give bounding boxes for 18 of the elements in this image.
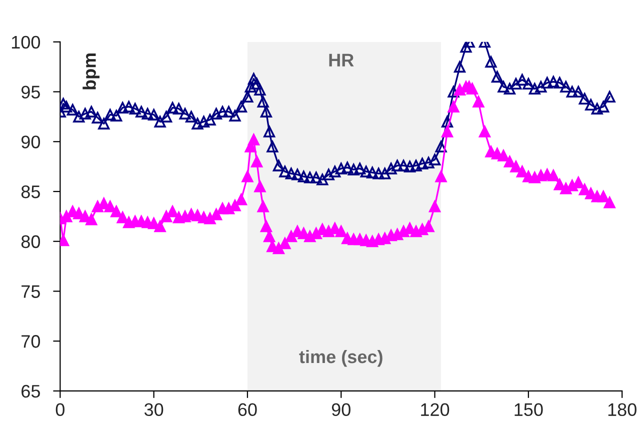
y-tick-label: 75 — [22, 285, 40, 298]
y-axis-title: bpm — [82, 53, 100, 90]
x-tick-label: 0 — [56, 403, 64, 416]
x-tick-label: 60 — [238, 403, 257, 416]
x-tick-label: 180 — [608, 403, 636, 416]
text: HR — [329, 54, 354, 66]
x-tick-label: 120 — [421, 403, 450, 416]
x-tick-label: 30 — [144, 403, 164, 416]
y-tick-label: 70 — [22, 335, 40, 348]
x-axis-title: time (sec) — [299, 350, 382, 367]
y-tick-label: 85 — [21, 185, 40, 198]
x-tick-label: 90 — [332, 403, 350, 416]
x-tick-label: 150 — [514, 403, 543, 416]
y-tick-label: 80 — [21, 235, 40, 248]
y-tick-label: 90 — [21, 136, 40, 148]
y-tick-label: 65 — [22, 384, 40, 398]
y-tick-label: 100 — [12, 36, 40, 49]
y-tick-label: 95 — [21, 86, 40, 98]
